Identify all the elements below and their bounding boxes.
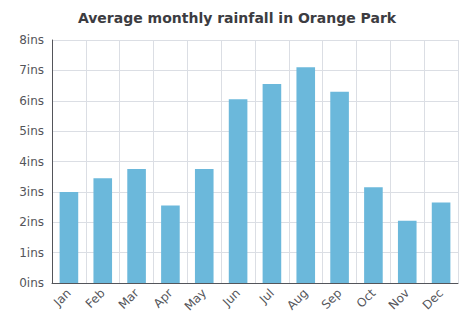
svg-text:Aug: Aug [284, 286, 310, 312]
svg-text:Dec: Dec [420, 286, 446, 312]
svg-text:May: May [182, 286, 209, 313]
svg-text:Average monthly rainfall in Or: Average monthly rainfall in Orange Park [78, 10, 397, 26]
svg-text:Jan: Jan [50, 286, 74, 310]
svg-text:Mar: Mar [116, 286, 142, 312]
svg-text:8ins: 8ins [19, 33, 44, 47]
svg-text:Sep: Sep [319, 286, 345, 312]
svg-text:Feb: Feb [83, 286, 108, 311]
svg-text:6ins: 6ins [19, 94, 44, 108]
svg-text:Jul: Jul [256, 286, 277, 307]
svg-text:5ins: 5ins [19, 124, 44, 138]
svg-text:2ins: 2ins [19, 215, 44, 229]
svg-text:Nov: Nov [386, 286, 412, 312]
svg-text:3ins: 3ins [19, 185, 44, 199]
svg-text:4ins: 4ins [19, 155, 44, 169]
svg-text:1ins: 1ins [19, 246, 44, 260]
svg-text:Jun: Jun [219, 286, 243, 310]
svg-text:Oct: Oct [354, 286, 379, 311]
svg-text:7ins: 7ins [19, 63, 44, 77]
svg-text:Apr: Apr [151, 286, 176, 311]
svg-text:0ins: 0ins [19, 276, 44, 290]
